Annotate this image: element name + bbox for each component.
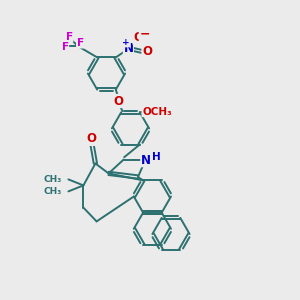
Text: O: O [87, 132, 97, 146]
Text: OCH₃: OCH₃ [142, 107, 172, 117]
Text: N: N [123, 43, 134, 56]
Text: O: O [142, 45, 152, 58]
Text: F: F [61, 43, 69, 52]
Text: H: H [152, 152, 161, 162]
Text: N: N [141, 154, 151, 167]
Text: F: F [66, 32, 73, 42]
Text: O: O [133, 31, 143, 44]
Text: −: − [140, 28, 150, 40]
Text: CH₃: CH₃ [44, 175, 62, 184]
Text: O: O [114, 94, 124, 107]
Text: CH₃: CH₃ [44, 187, 62, 196]
Text: F: F [76, 38, 84, 48]
Text: +: + [122, 38, 130, 47]
